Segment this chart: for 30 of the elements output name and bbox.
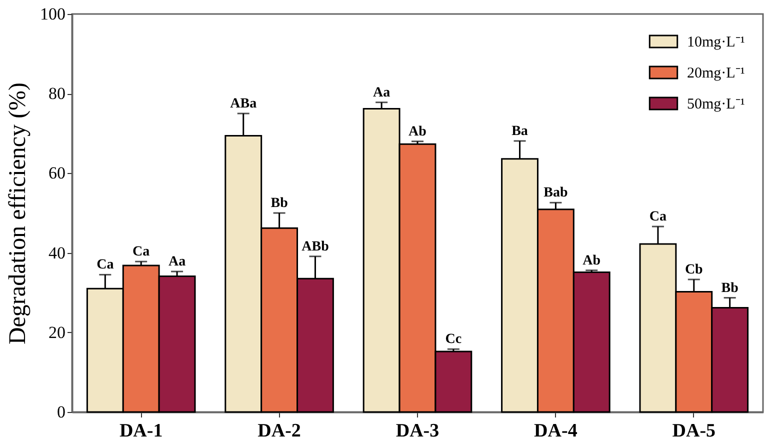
data-label: Bb [270,196,288,211]
data-label: Ca [96,258,114,273]
x-tick-label: DA-5 [672,420,716,442]
data-label: Aa [373,85,390,100]
y-tick-label: 0 [57,402,66,422]
x-tick-label: DA-1 [119,420,163,442]
y-tick-label: 40 [48,243,66,262]
legend-label: 10mg·L⁻¹ [687,34,745,50]
y-tick-label: 20 [48,322,66,342]
data-label: Aa [168,254,186,270]
data-label: Bb [721,280,739,296]
data-label: Ba [512,124,528,139]
data-label: Ca [649,210,667,225]
data-label: ABa [230,96,257,112]
data-label: Ab [408,124,427,140]
data-label: Cc [445,332,462,348]
data-label: ABb [302,239,330,254]
y-tick-label: 100 [40,4,66,24]
data-label: Ab [582,253,601,268]
data-label: Bab [544,186,568,201]
x-tick-label: DA-2 [258,420,301,442]
data-label: Ca [132,244,150,260]
x-tick-label: DA-4 [534,420,578,442]
legend-label: 20mg·L⁻¹ [687,66,745,82]
x-tick-label: DA-3 [396,420,440,442]
legend-label: 50mg·L⁻¹ [687,96,745,112]
y-tick-label: 80 [48,84,66,104]
y-tick-label: 60 [48,164,66,183]
data-label: Cb [684,262,704,278]
y-axis-title: Degradation efficiency (%) [5,82,31,345]
